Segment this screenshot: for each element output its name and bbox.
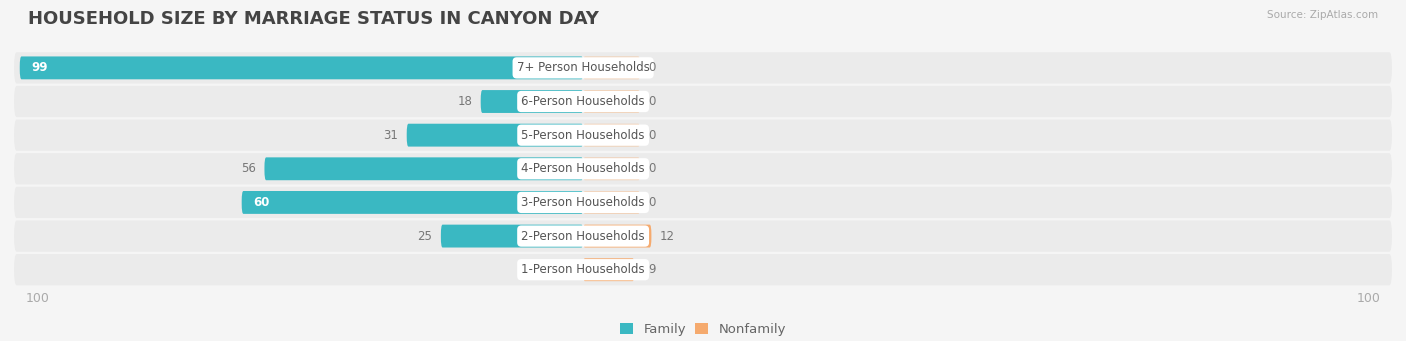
Legend: Family, Nonfamily: Family, Nonfamily (614, 318, 792, 341)
FancyBboxPatch shape (14, 153, 1392, 184)
FancyBboxPatch shape (583, 90, 640, 113)
Text: 2-Person Households: 2-Person Households (522, 229, 645, 242)
FancyBboxPatch shape (583, 258, 634, 281)
Text: 6-Person Households: 6-Person Households (522, 95, 645, 108)
FancyBboxPatch shape (14, 220, 1392, 252)
FancyBboxPatch shape (14, 52, 1392, 84)
FancyBboxPatch shape (583, 57, 640, 79)
Text: 1-Person Households: 1-Person Households (522, 263, 645, 276)
FancyBboxPatch shape (14, 254, 1392, 285)
FancyBboxPatch shape (264, 157, 583, 180)
FancyBboxPatch shape (583, 225, 651, 248)
FancyBboxPatch shape (583, 191, 640, 214)
Text: 0: 0 (648, 95, 657, 108)
Text: Source: ZipAtlas.com: Source: ZipAtlas.com (1267, 10, 1378, 20)
Text: 31: 31 (384, 129, 398, 142)
Text: 0: 0 (648, 196, 657, 209)
Text: 7+ Person Households: 7+ Person Households (516, 61, 650, 74)
Text: HOUSEHOLD SIZE BY MARRIAGE STATUS IN CANYON DAY: HOUSEHOLD SIZE BY MARRIAGE STATUS IN CAN… (28, 10, 599, 28)
FancyBboxPatch shape (242, 191, 583, 214)
Text: 60: 60 (253, 196, 270, 209)
FancyBboxPatch shape (14, 86, 1392, 117)
FancyBboxPatch shape (20, 57, 583, 79)
Text: 3-Person Households: 3-Person Households (522, 196, 645, 209)
Text: 0: 0 (648, 129, 657, 142)
Text: 18: 18 (457, 95, 472, 108)
FancyBboxPatch shape (583, 124, 640, 147)
FancyBboxPatch shape (481, 90, 583, 113)
Text: 100: 100 (1357, 292, 1381, 305)
Text: 4-Person Households: 4-Person Households (522, 162, 645, 175)
FancyBboxPatch shape (406, 124, 583, 147)
Text: 9: 9 (648, 263, 657, 276)
Text: 5-Person Households: 5-Person Households (522, 129, 645, 142)
FancyBboxPatch shape (14, 187, 1392, 218)
Text: 0: 0 (648, 61, 657, 74)
FancyBboxPatch shape (14, 119, 1392, 151)
FancyBboxPatch shape (441, 225, 583, 248)
Text: 25: 25 (418, 229, 432, 242)
Text: 0: 0 (648, 162, 657, 175)
Text: 100: 100 (25, 292, 49, 305)
FancyBboxPatch shape (583, 157, 640, 180)
Text: 12: 12 (659, 229, 675, 242)
Text: 56: 56 (240, 162, 256, 175)
Text: 99: 99 (31, 61, 48, 74)
